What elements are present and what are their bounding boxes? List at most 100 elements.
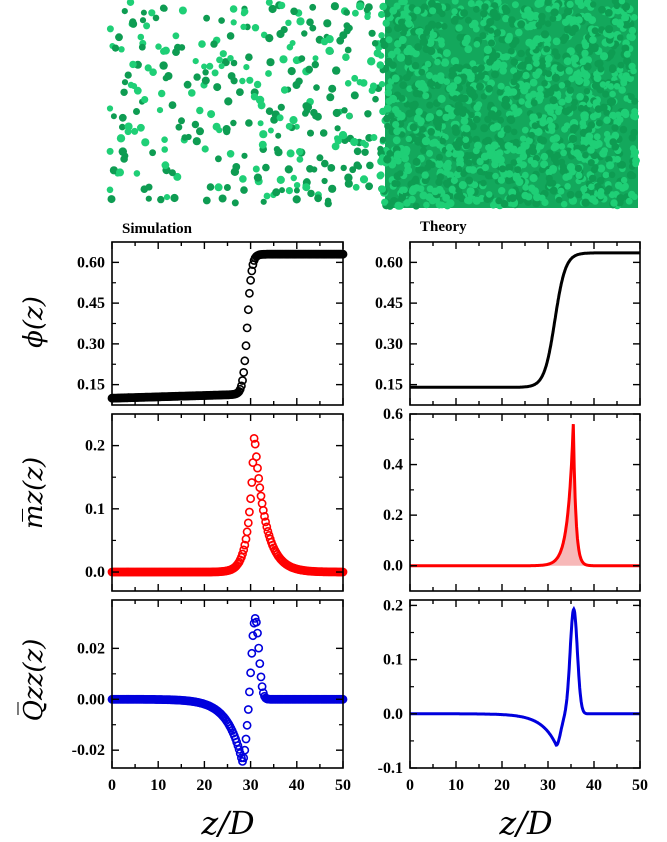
particle [426,149,433,157]
particle [230,19,237,26]
particle [583,88,591,95]
ylabel-m: m̅z(z) [19,457,49,529]
data-point [261,517,270,527]
particle [417,119,425,127]
x-tick-label: 30 [243,777,259,794]
particle [499,165,507,173]
particle [431,74,440,82]
particle [389,6,398,15]
particle [201,145,209,153]
particle [580,138,589,147]
y-tick-label: 0.0 [85,564,105,581]
particle [563,80,571,88]
particle [129,60,137,69]
particle [525,93,533,101]
particle [486,18,495,26]
data-point [233,741,243,750]
particle [538,18,546,26]
particle [517,63,524,70]
particle [425,72,433,79]
particle [382,19,390,27]
particle [411,100,419,109]
particle [456,33,464,42]
chart-sim-q: 0 10 20 30 40 50 -0.02 0.00 0.02 [72,599,351,794]
particle [418,68,426,76]
particle [563,122,571,129]
particle [124,71,132,79]
particle [328,84,337,93]
data-point [246,494,255,504]
particle [450,57,459,66]
particle [160,47,167,55]
particle [594,60,602,68]
particle [437,94,446,103]
data-point [246,275,255,285]
particle [480,124,489,133]
particle [453,170,462,179]
particle [538,0,545,5]
particle [141,96,149,104]
particle [364,13,371,20]
particle [342,53,350,61]
particle [178,117,185,125]
particle [207,110,216,119]
x-tick-label: 0 [406,777,414,794]
particle [292,195,301,204]
particle [201,76,210,85]
particle [272,188,281,197]
particle [623,57,632,66]
particle [511,1,519,9]
particle [558,98,566,106]
particle [175,123,183,131]
particle [614,111,622,119]
particle [575,76,584,85]
particle [210,40,218,48]
particle [257,120,264,127]
particle [619,125,628,134]
particle [277,1,286,10]
particle [429,7,437,15]
x-tick-label: 0 [108,777,116,794]
data-point [256,491,266,501]
particle [161,146,168,153]
particle [352,183,360,191]
particle [241,152,248,159]
data-point [234,745,244,754]
particle [137,33,145,41]
particle [464,16,472,24]
particle [628,62,636,70]
particle [492,172,499,180]
particle [460,117,469,125]
particle [505,176,513,185]
particle [376,61,385,69]
particle [589,36,597,44]
particle [213,83,222,92]
particle [456,150,465,159]
particle [591,198,599,205]
particle [438,201,446,209]
particle [608,171,616,179]
particle [367,57,376,66]
particle [521,171,529,179]
particle [537,85,544,93]
particle [448,185,456,193]
particle [558,82,566,89]
particle [472,135,480,144]
particle [239,175,247,183]
particle [344,179,353,188]
particle [595,119,603,127]
particle [106,147,114,155]
particle [522,184,529,191]
particle [535,68,543,76]
particle [161,161,170,170]
data-point [255,659,265,668]
data-point [253,463,262,473]
particle [540,30,550,39]
particle [253,80,262,89]
particle [442,194,450,202]
particle [385,83,393,91]
particle [155,43,162,50]
data-point [239,367,249,377]
particle [412,89,421,98]
particle [286,149,295,158]
